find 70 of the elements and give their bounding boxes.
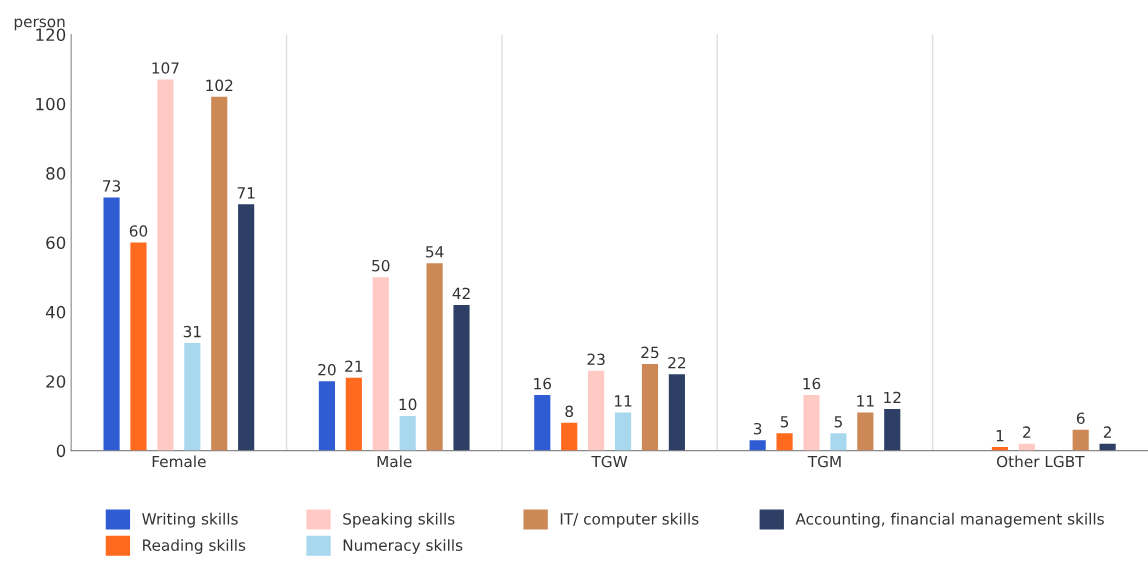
x-tick-label: TGM bbox=[807, 455, 841, 468]
data-label: 6 bbox=[1076, 412, 1085, 425]
x-tick-label: Male bbox=[377, 455, 412, 468]
bar bbox=[588, 370, 605, 451]
bar bbox=[399, 415, 416, 451]
data-label: 42 bbox=[452, 287, 470, 299]
y-tick-label: 80 bbox=[46, 167, 66, 180]
bar bbox=[614, 412, 632, 451]
bar bbox=[641, 363, 659, 451]
data-label: 5 bbox=[780, 416, 789, 428]
data-label: 102 bbox=[206, 79, 233, 92]
data-label: 5 bbox=[834, 416, 842, 428]
data-label: 12 bbox=[884, 391, 901, 404]
data-label: 22 bbox=[668, 357, 686, 369]
bar bbox=[884, 408, 901, 451]
data-label: 16 bbox=[803, 377, 821, 390]
data-label: 25 bbox=[641, 346, 659, 359]
data-label: 73 bbox=[103, 180, 121, 192]
data-label: 50 bbox=[372, 259, 390, 272]
y-tick-label: 20 bbox=[46, 375, 66, 388]
legend-label: Writing skills bbox=[142, 512, 238, 528]
bar bbox=[776, 433, 793, 451]
data-label: 31 bbox=[183, 325, 201, 338]
data-label: 8 bbox=[565, 405, 574, 418]
bar bbox=[1072, 429, 1089, 451]
x-tick-label: Other LGBT bbox=[996, 455, 1085, 468]
data-label: 10 bbox=[399, 398, 417, 411]
data-label: 16 bbox=[534, 377, 552, 390]
data-label: 21 bbox=[345, 360, 363, 372]
data-label: 107 bbox=[152, 62, 179, 74]
bar bbox=[345, 377, 362, 451]
x-tick-label: TGW bbox=[591, 455, 628, 468]
bar bbox=[157, 79, 174, 451]
bar bbox=[184, 343, 201, 451]
bar bbox=[803, 395, 820, 451]
data-label: 2 bbox=[1023, 426, 1031, 438]
bar bbox=[857, 412, 874, 451]
y-tick-label: 40 bbox=[45, 305, 66, 319]
bar bbox=[749, 440, 766, 451]
bar bbox=[561, 422, 578, 451]
data-label: 71 bbox=[237, 187, 255, 199]
bar bbox=[534, 395, 551, 451]
data-label: 3 bbox=[753, 422, 762, 435]
y-tick-label: 60 bbox=[46, 236, 66, 250]
y-tick-label: 0 bbox=[56, 444, 66, 458]
bar bbox=[238, 204, 255, 451]
data-label: 54 bbox=[426, 246, 444, 258]
legend-label: Numeracy skills bbox=[343, 539, 463, 554]
data-label: 1 bbox=[996, 430, 1004, 442]
legend-label: Accounting, financial management skills bbox=[795, 512, 1104, 528]
bar bbox=[130, 242, 147, 451]
data-label: 11 bbox=[857, 395, 874, 407]
data-label: 60 bbox=[129, 225, 148, 237]
y-tick-label: 100 bbox=[36, 97, 66, 111]
bar bbox=[318, 381, 335, 451]
legend-label: Speaking skills bbox=[343, 512, 455, 528]
x-tick-label: Female bbox=[152, 455, 206, 468]
data-label: 2 bbox=[1103, 426, 1111, 438]
legend-label: Reading skills bbox=[143, 539, 246, 554]
data-label: 11 bbox=[615, 395, 632, 407]
bar bbox=[426, 263, 443, 451]
bar bbox=[211, 96, 228, 451]
bar bbox=[453, 304, 470, 451]
legend-label: IT/ computer skills bbox=[560, 512, 699, 528]
bar bbox=[830, 433, 847, 451]
data-label: 20 bbox=[318, 363, 336, 376]
bar bbox=[668, 374, 685, 451]
bar bbox=[103, 197, 120, 451]
bar bbox=[372, 277, 389, 451]
data-label: 23 bbox=[587, 353, 605, 366]
